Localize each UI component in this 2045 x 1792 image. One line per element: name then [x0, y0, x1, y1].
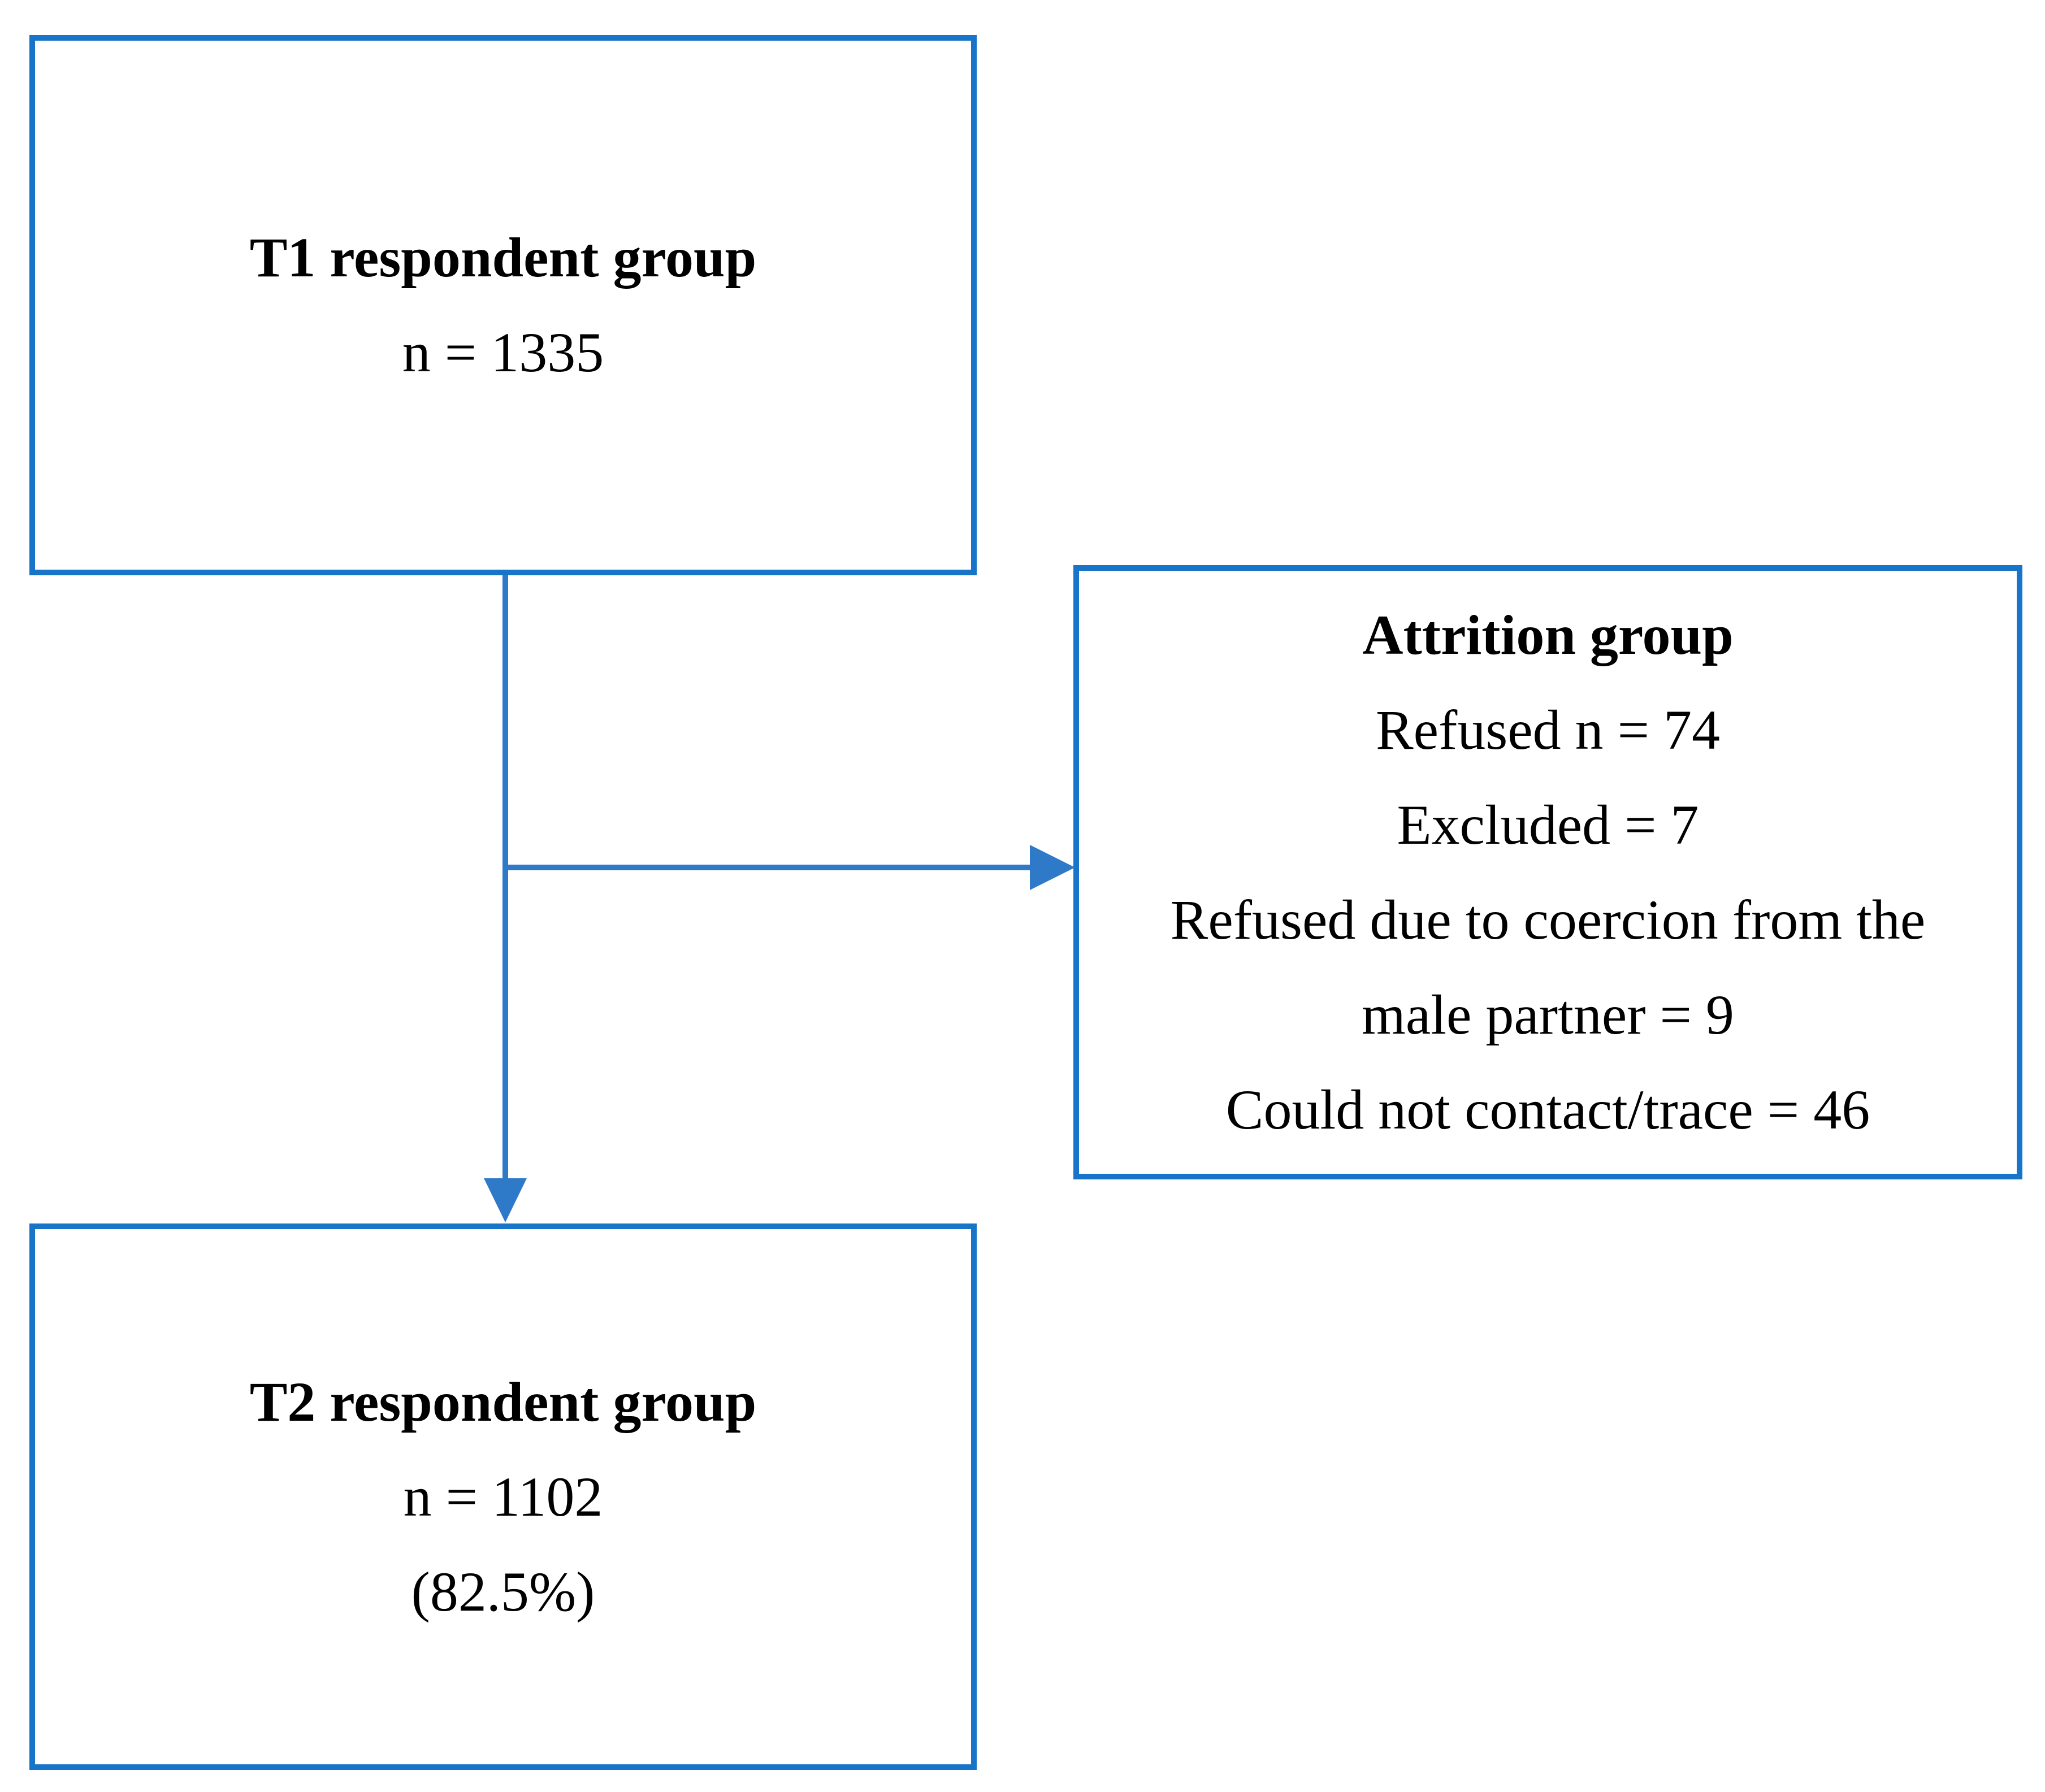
- attrition-no-contact-line: Could not contact/trace = 46: [1225, 1078, 1870, 1141]
- t1-respondent-group-box: T1 respondent group n = 1335: [29, 35, 977, 575]
- t1-to-t2-connector-line: [502, 575, 508, 1180]
- t2-box-title: T2 respondent group: [249, 1370, 757, 1433]
- attrition-excluded-line: Excluded = 7: [1397, 793, 1699, 856]
- t1-to-attrition-connector-line: [505, 865, 1032, 870]
- t1-box-count: n = 1335: [402, 321, 604, 384]
- t1-box-title: T1 respondent group: [249, 226, 757, 289]
- arrow-right-icon: [1030, 845, 1075, 890]
- attrition-refused-line: Refused n = 74: [1375, 698, 1721, 761]
- t2-box-count: n = 1102: [403, 1465, 603, 1528]
- arrow-down-icon: [484, 1178, 527, 1222]
- t2-box-percentage: (82.5%): [411, 1560, 595, 1623]
- attrition-coercion-line-2: male partner = 9: [1362, 983, 1734, 1046]
- attrition-coercion-line-1: Refused due to coercion from the: [1170, 888, 1926, 951]
- attrition-group-box: Attrition group Refused n = 74 Excluded …: [1073, 565, 2022, 1179]
- attrition-box-title: Attrition group: [1362, 603, 1734, 666]
- t2-respondent-group-box: T2 respondent group n = 1102 (82.5%): [29, 1223, 977, 1770]
